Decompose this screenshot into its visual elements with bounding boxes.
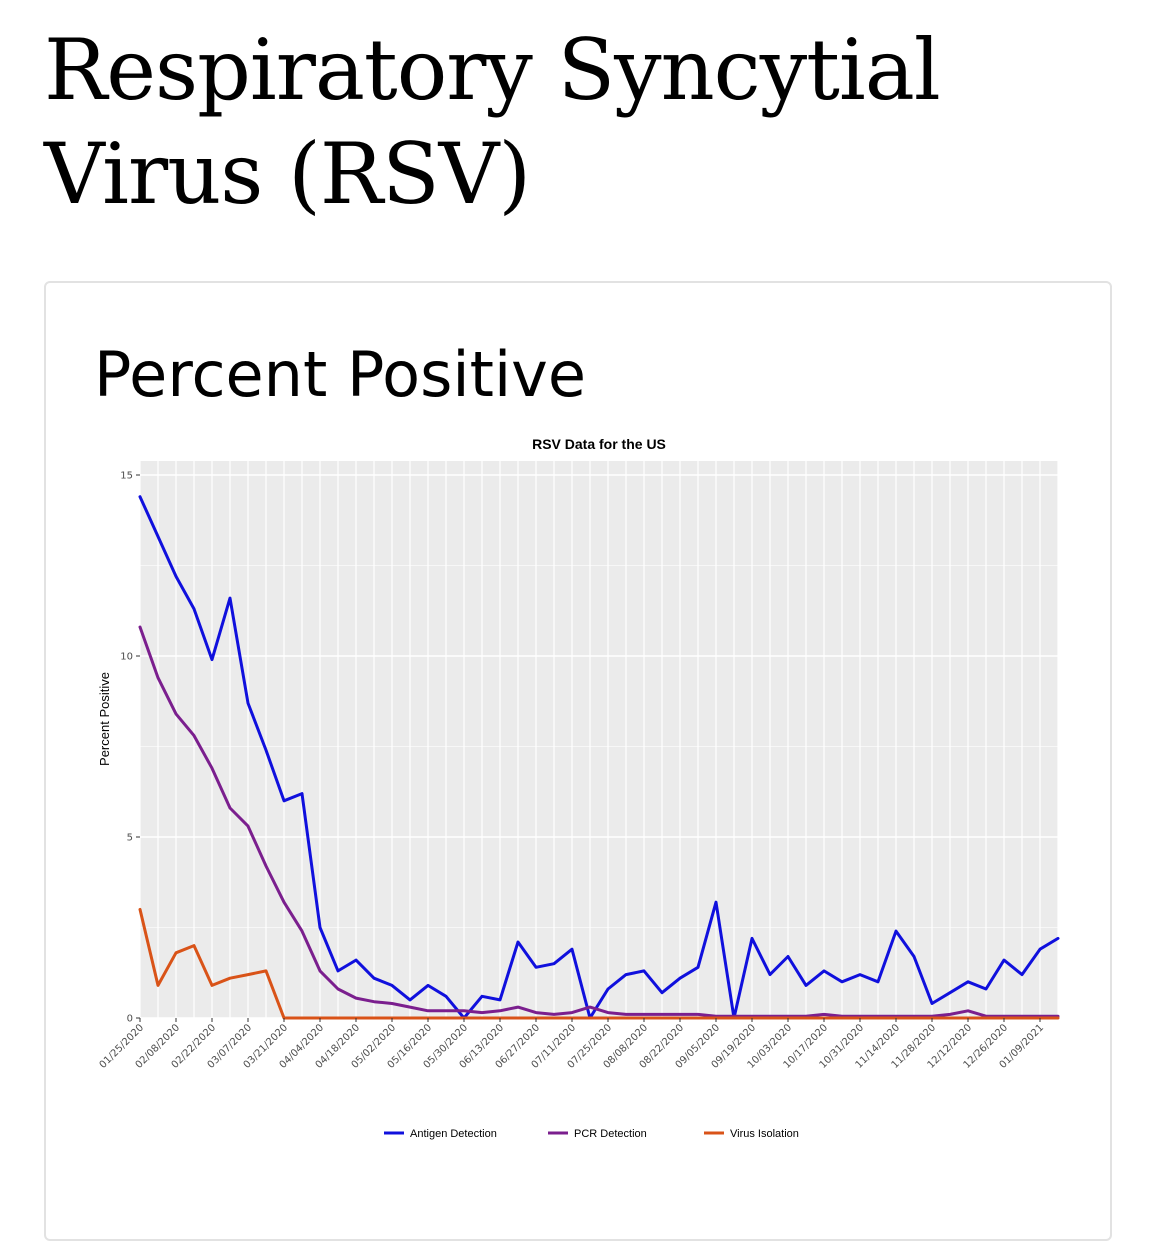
y-tick-label: 0: [127, 1014, 133, 1025]
grid-lines: [139, 461, 1059, 1019]
legend: Antigen Detection PCR Detection Virus Isol…: [384, 1128, 799, 1140]
y-tick-label: 10: [120, 652, 133, 663]
chart-title: RSV Data for the US: [532, 436, 666, 452]
legend-label: Virus Isolation: [730, 1128, 799, 1140]
series-line-pcr-detection: [138, 625, 1060, 1018]
section-title: Percent Positive: [94, 338, 587, 411]
legend-label: Antigen Detection: [410, 1128, 497, 1140]
legend-label: PCR Detection: [574, 1128, 647, 1140]
series-line-antigen-detection: [138, 495, 1060, 1020]
rsv-line-chart: RSV Data for the US Percent Positive 0 5 1…: [97, 436, 1060, 1140]
y-axis-title: Percent Positive: [97, 672, 112, 766]
page-title: Respiratory Syncytial Virus (RSV): [44, 21, 941, 223]
series-line-virus-isolation: [138, 907, 1060, 1020]
y-tick-label: 15: [120, 471, 133, 482]
chart-card: Percent Positive RSV Data for the US Per…: [44, 281, 1112, 1241]
series-lines: [138, 495, 1060, 1020]
y-tick-label: 5: [127, 833, 133, 844]
plot-panel: [140, 461, 1058, 1018]
